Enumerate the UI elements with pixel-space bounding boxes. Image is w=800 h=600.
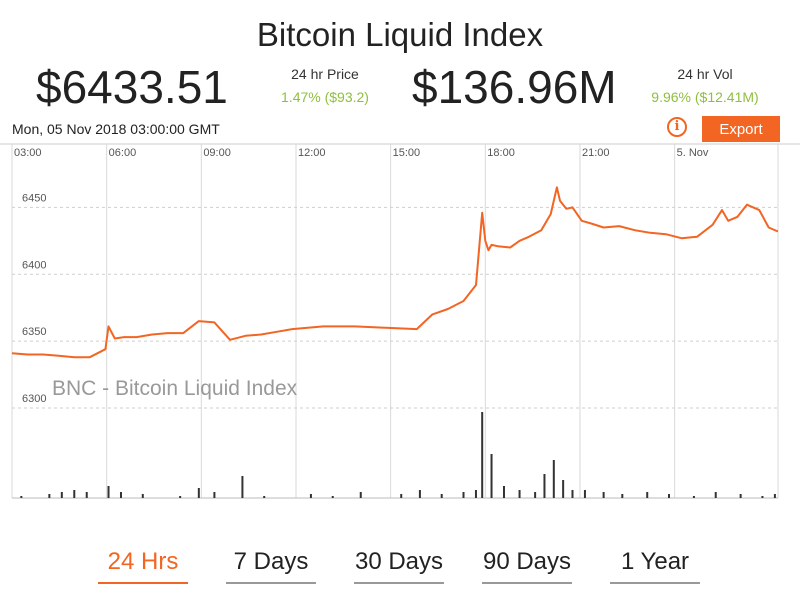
volume-bar (331, 496, 334, 498)
x-tick-label: 12:00 (298, 147, 326, 159)
x-tick-label: 03:00 (14, 147, 42, 159)
x-tick-label: 5. Nov (677, 147, 709, 159)
export-button[interactable]: Export (702, 116, 780, 142)
range-1-year-button[interactable]: 1 Year (610, 548, 700, 584)
volume-bar (502, 486, 505, 498)
volume-bar (490, 454, 493, 498)
volume-bar (48, 494, 51, 498)
volume-bar (773, 494, 776, 498)
volume-bar (518, 490, 521, 498)
volume-bar (552, 460, 555, 498)
volume-bar (141, 494, 144, 498)
volume-bar (60, 492, 63, 498)
x-tick-label: 18:00 (487, 147, 515, 159)
volume-bar (692, 496, 695, 498)
volume-label: 24 hr Vol (677, 66, 733, 82)
range-24-hrs-button[interactable]: 24 Hrs (98, 548, 188, 584)
volume-bar (668, 494, 671, 498)
price-change: 1.47% ($93.2) (281, 89, 369, 105)
volume-bar (197, 488, 200, 498)
volume-bar (462, 492, 465, 498)
x-tick-label: 09:00 (203, 147, 231, 159)
volume-bar (241, 476, 244, 498)
price-value: $6433.51 (36, 61, 228, 113)
volume-bar (714, 492, 717, 498)
volume-bar (213, 492, 216, 498)
chart-watermark: BNC - Bitcoin Liquid Index (52, 377, 298, 400)
volume-bar (85, 492, 88, 498)
y-tick-label: 6450 (22, 192, 46, 204)
volume-bar (621, 494, 624, 498)
range-90-days-button[interactable]: 90 Days (482, 548, 572, 584)
volume-bar (263, 496, 266, 498)
volume-bar (73, 490, 76, 498)
page-title: Bitcoin Liquid Index (256, 16, 544, 53)
volume-bar (481, 412, 484, 498)
volume-value: $136.96M (412, 61, 617, 113)
volume-bar (309, 494, 312, 498)
y-tick-label: 6400 (22, 259, 46, 271)
volume-bar (359, 492, 362, 498)
volume-bar (583, 490, 586, 498)
volume-bar (543, 474, 546, 498)
y-tick-label: 6350 (22, 326, 46, 338)
volume-bar (646, 492, 649, 498)
price-line (11, 186, 779, 359)
price-chart[interactable]: 03:00 06:00 09:00 12:00 15:00 18:00 21:00 5. No… (0, 140, 800, 510)
x-tick-label: 06:00 (109, 147, 137, 159)
x-tick-label: 15:00 (393, 147, 421, 159)
volume-bar (571, 490, 574, 498)
volume-bar (474, 490, 477, 498)
volume-bar (119, 492, 122, 498)
x-tick-label: 21:00 (582, 147, 610, 159)
volume-bar (107, 486, 110, 498)
volume-bar (418, 490, 421, 498)
volume-bar (440, 494, 443, 498)
volume-bar (761, 496, 764, 498)
volume-bar (400, 494, 403, 498)
price-label: 24 hr Price (291, 66, 359, 82)
info-icon[interactable]: i (667, 117, 687, 137)
volume-bar (739, 494, 742, 498)
range-7-days-button[interactable]: 7 Days (226, 548, 316, 584)
volume-bar (562, 480, 565, 498)
y-tick-label: 6300 (22, 393, 46, 405)
volume-bar (602, 492, 605, 498)
chart-datetime: Mon, 05 Nov 2018 03:00:00 GMT (12, 121, 220, 137)
volume-bar (20, 496, 23, 498)
volume-bar (534, 492, 537, 498)
volume-bar (179, 496, 182, 498)
volume-change: 9.96% ($12.41M) (651, 89, 759, 105)
range-30-days-button[interactable]: 30 Days (354, 548, 444, 584)
